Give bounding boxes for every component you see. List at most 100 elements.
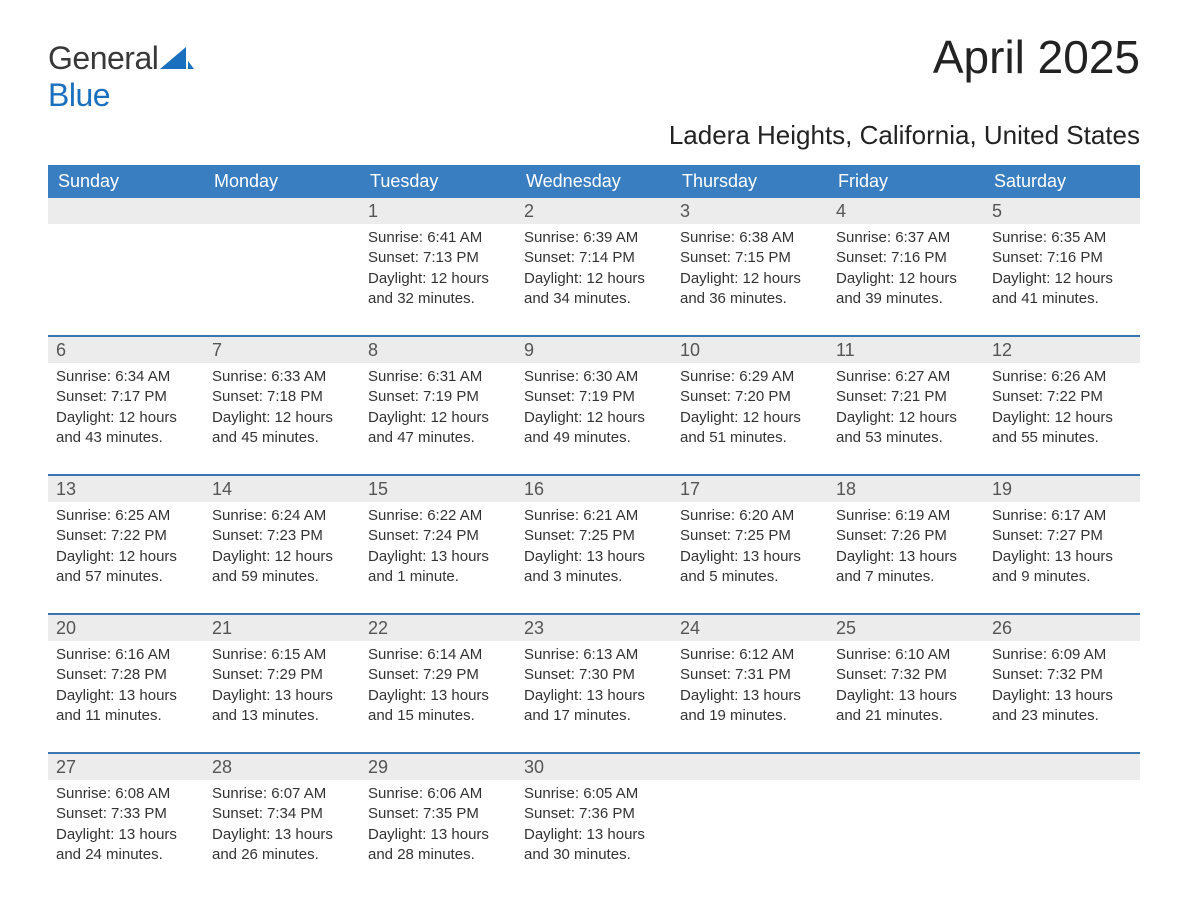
sunrise-text: Sunrise: 6:41 AM	[368, 228, 508, 248]
sunset-text: Sunset: 7:30 PM	[524, 665, 664, 685]
day-content-cell: Sunrise: 6:17 AMSunset: 7:27 PMDaylight:…	[984, 502, 1140, 614]
day-number-cell: 4	[828, 198, 984, 224]
day-header: Wednesday	[516, 165, 672, 198]
day-number-row: 13141516171819	[48, 476, 1140, 502]
day-content-cell: Sunrise: 6:08 AMSunset: 7:33 PMDaylight:…	[48, 780, 204, 891]
daylight-text: Daylight: 12 hours and 55 minutes.	[992, 408, 1132, 449]
day-number-cell: 16	[516, 476, 672, 502]
sunset-text: Sunset: 7:16 PM	[992, 248, 1132, 268]
daylight-text: Daylight: 12 hours and 53 minutes.	[836, 408, 976, 449]
day-content-cell	[204, 224, 360, 336]
sunset-text: Sunset: 7:14 PM	[524, 248, 664, 268]
sunrise-text: Sunrise: 6:15 AM	[212, 645, 352, 665]
daylight-text: Daylight: 12 hours and 39 minutes.	[836, 269, 976, 310]
sunrise-text: Sunrise: 6:24 AM	[212, 506, 352, 526]
day-content-row: Sunrise: 6:25 AMSunset: 7:22 PMDaylight:…	[48, 502, 1140, 614]
daylight-text: Daylight: 13 hours and 3 minutes.	[524, 547, 664, 588]
sunrise-text: Sunrise: 6:33 AM	[212, 367, 352, 387]
day-header: Saturday	[984, 165, 1140, 198]
sunset-text: Sunset: 7:24 PM	[368, 526, 508, 546]
day-content-cell: Sunrise: 6:31 AMSunset: 7:19 PMDaylight:…	[360, 363, 516, 475]
day-number-cell: 14	[204, 476, 360, 502]
daylight-text: Daylight: 13 hours and 28 minutes.	[368, 825, 508, 866]
day-number-cell	[984, 754, 1140, 780]
day-content-cell: Sunrise: 6:16 AMSunset: 7:28 PMDaylight:…	[48, 641, 204, 753]
location: Ladera Heights, California, United State…	[48, 120, 1140, 151]
daylight-text: Daylight: 13 hours and 23 minutes.	[992, 686, 1132, 727]
day-number-cell: 26	[984, 615, 1140, 641]
day-number-cell: 22	[360, 615, 516, 641]
day-content-row: Sunrise: 6:16 AMSunset: 7:28 PMDaylight:…	[48, 641, 1140, 753]
day-content-cell: Sunrise: 6:41 AMSunset: 7:13 PMDaylight:…	[360, 224, 516, 336]
day-content-cell: Sunrise: 6:13 AMSunset: 7:30 PMDaylight:…	[516, 641, 672, 753]
sunrise-text: Sunrise: 6:09 AM	[992, 645, 1132, 665]
day-content-cell: Sunrise: 6:05 AMSunset: 7:36 PMDaylight:…	[516, 780, 672, 891]
sunset-text: Sunset: 7:26 PM	[836, 526, 976, 546]
day-number-cell: 27	[48, 754, 204, 780]
sunset-text: Sunset: 7:32 PM	[836, 665, 976, 685]
day-content-cell: Sunrise: 6:39 AMSunset: 7:14 PMDaylight:…	[516, 224, 672, 336]
daylight-text: Daylight: 13 hours and 5 minutes.	[680, 547, 820, 588]
sunrise-text: Sunrise: 6:08 AM	[56, 784, 196, 804]
sunrise-text: Sunrise: 6:21 AM	[524, 506, 664, 526]
sunrise-text: Sunrise: 6:19 AM	[836, 506, 976, 526]
sunrise-text: Sunrise: 6:07 AM	[212, 784, 352, 804]
sunset-text: Sunset: 7:17 PM	[56, 387, 196, 407]
sunset-text: Sunset: 7:21 PM	[836, 387, 976, 407]
day-content-cell	[984, 780, 1140, 891]
day-content-cell: Sunrise: 6:20 AMSunset: 7:25 PMDaylight:…	[672, 502, 828, 614]
daylight-text: Daylight: 13 hours and 26 minutes.	[212, 825, 352, 866]
day-header-row: Sunday Monday Tuesday Wednesday Thursday…	[48, 165, 1140, 198]
logo-text-blue: Blue	[48, 77, 110, 113]
sunrise-text: Sunrise: 6:22 AM	[368, 506, 508, 526]
sunrise-text: Sunrise: 6:31 AM	[368, 367, 508, 387]
day-number-cell: 18	[828, 476, 984, 502]
day-content-cell: Sunrise: 6:15 AMSunset: 7:29 PMDaylight:…	[204, 641, 360, 753]
sunset-text: Sunset: 7:36 PM	[524, 804, 664, 824]
day-number-cell: 13	[48, 476, 204, 502]
day-content-cell: Sunrise: 6:38 AMSunset: 7:15 PMDaylight:…	[672, 224, 828, 336]
day-number-cell: 12	[984, 337, 1140, 363]
daylight-text: Daylight: 12 hours and 36 minutes.	[680, 269, 820, 310]
sunset-text: Sunset: 7:15 PM	[680, 248, 820, 268]
daylight-text: Daylight: 12 hours and 43 minutes.	[56, 408, 196, 449]
day-content-cell: Sunrise: 6:21 AMSunset: 7:25 PMDaylight:…	[516, 502, 672, 614]
sunset-text: Sunset: 7:32 PM	[992, 665, 1132, 685]
day-content-cell: Sunrise: 6:09 AMSunset: 7:32 PMDaylight:…	[984, 641, 1140, 753]
day-number-cell: 20	[48, 615, 204, 641]
day-number-cell: 9	[516, 337, 672, 363]
day-number-cell: 30	[516, 754, 672, 780]
day-content-cell: Sunrise: 6:35 AMSunset: 7:16 PMDaylight:…	[984, 224, 1140, 336]
daylight-text: Daylight: 12 hours and 59 minutes.	[212, 547, 352, 588]
day-content-cell: Sunrise: 6:34 AMSunset: 7:17 PMDaylight:…	[48, 363, 204, 475]
day-content-cell: Sunrise: 6:24 AMSunset: 7:23 PMDaylight:…	[204, 502, 360, 614]
sunset-text: Sunset: 7:35 PM	[368, 804, 508, 824]
sunset-text: Sunset: 7:29 PM	[212, 665, 352, 685]
day-number-row: 20212223242526	[48, 615, 1140, 641]
sunrise-text: Sunrise: 6:39 AM	[524, 228, 664, 248]
day-number-cell: 17	[672, 476, 828, 502]
sunset-text: Sunset: 7:34 PM	[212, 804, 352, 824]
sunset-text: Sunset: 7:13 PM	[368, 248, 508, 268]
daylight-text: Daylight: 13 hours and 11 minutes.	[56, 686, 196, 727]
daylight-text: Daylight: 13 hours and 7 minutes.	[836, 547, 976, 588]
day-content-cell: Sunrise: 6:25 AMSunset: 7:22 PMDaylight:…	[48, 502, 204, 614]
sunrise-text: Sunrise: 6:29 AM	[680, 367, 820, 387]
daylight-text: Daylight: 13 hours and 15 minutes.	[368, 686, 508, 727]
sunset-text: Sunset: 7:16 PM	[836, 248, 976, 268]
sunset-text: Sunset: 7:25 PM	[524, 526, 664, 546]
day-content-cell	[672, 780, 828, 891]
sunset-text: Sunset: 7:31 PM	[680, 665, 820, 685]
day-number-cell: 2	[516, 198, 672, 224]
daylight-text: Daylight: 13 hours and 21 minutes.	[836, 686, 976, 727]
sunset-text: Sunset: 7:19 PM	[368, 387, 508, 407]
sunset-text: Sunset: 7:27 PM	[992, 526, 1132, 546]
day-content-cell: Sunrise: 6:29 AMSunset: 7:20 PMDaylight:…	[672, 363, 828, 475]
daylight-text: Daylight: 12 hours and 51 minutes.	[680, 408, 820, 449]
day-content-cell: Sunrise: 6:33 AMSunset: 7:18 PMDaylight:…	[204, 363, 360, 475]
daylight-text: Daylight: 12 hours and 32 minutes.	[368, 269, 508, 310]
day-number-cell: 10	[672, 337, 828, 363]
daylight-text: Daylight: 12 hours and 41 minutes.	[992, 269, 1132, 310]
day-header: Thursday	[672, 165, 828, 198]
day-number-cell	[672, 754, 828, 780]
